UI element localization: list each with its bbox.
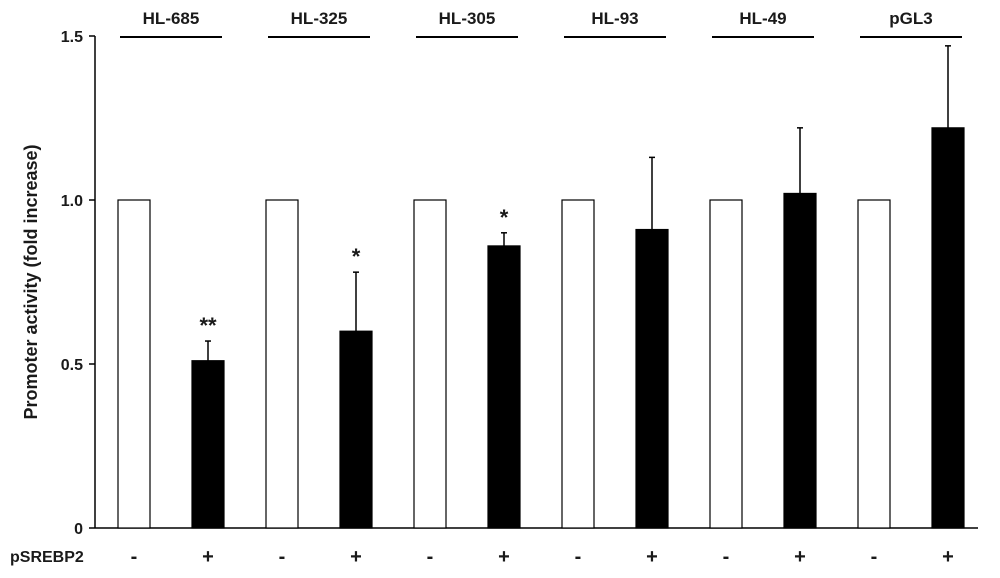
y-tick-label: 1.0: [61, 193, 83, 210]
group-label: HL-93: [591, 9, 638, 28]
group-label: pGL3: [889, 9, 932, 28]
treatment-sign: -: [723, 546, 730, 568]
y-axis-title: Promoter activity (fold increase): [21, 144, 41, 419]
group-label: HL-49: [739, 9, 786, 28]
error-bars: ****: [199, 45, 951, 361]
treatment-sign: -: [871, 546, 878, 568]
treatment-sign: +: [942, 546, 954, 568]
bar: [191, 360, 225, 529]
treatment-sign: +: [350, 546, 362, 568]
bar: [265, 199, 299, 529]
treatment-sign: -: [427, 546, 434, 568]
treatment-row: - + - + - + - + - + - +: [131, 546, 954, 568]
significance-marker: **: [199, 313, 217, 338]
y-tick-label: 0: [74, 521, 83, 538]
treatment-sign: +: [202, 546, 214, 568]
group-labels: HL-685 HL-325 HL-305 HL-93 HL-49 pGL3: [120, 9, 962, 38]
y-tick-label: 1.5: [61, 29, 83, 46]
bar: [413, 199, 447, 529]
y-tick-label: 0.5: [61, 357, 83, 374]
y-axis: 0 0.5 1.0 1.5: [61, 29, 978, 538]
treatment-sign: +: [498, 546, 510, 568]
treatment-sign: -: [131, 546, 138, 568]
bar: [561, 199, 595, 529]
bar: [117, 199, 151, 529]
group-label: HL-685: [143, 9, 200, 28]
group-label: HL-305: [439, 9, 496, 28]
bar: [931, 127, 965, 529]
bar: [783, 192, 817, 529]
treatment-sign: +: [646, 546, 658, 568]
treatment-sign: -: [279, 546, 286, 568]
treatment-sign: -: [575, 546, 582, 568]
treatment-row-label: pSREBP2: [10, 549, 84, 566]
group-label: HL-325: [291, 9, 348, 28]
bar: [635, 228, 669, 529]
bar: [709, 199, 743, 529]
bars: [117, 127, 965, 529]
treatment-sign: +: [794, 546, 806, 568]
bar: [339, 330, 373, 529]
bar: [857, 199, 891, 529]
bar: [487, 245, 521, 529]
significance-marker: *: [500, 205, 509, 230]
significance-marker: *: [352, 244, 361, 269]
